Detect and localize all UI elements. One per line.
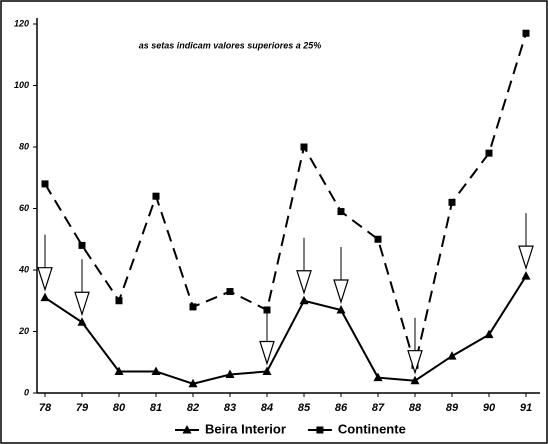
y-tick-label: 40 xyxy=(18,264,29,274)
x-tick-label: 79 xyxy=(76,402,89,414)
y-tick-label: 100 xyxy=(14,80,29,90)
arrow-head xyxy=(37,267,53,292)
y-tick-label: 20 xyxy=(18,326,29,336)
x-tick-label: 87 xyxy=(372,402,385,414)
point xyxy=(300,143,308,151)
point xyxy=(447,351,457,360)
point xyxy=(448,198,456,206)
x-tick-label: 82 xyxy=(187,402,199,414)
point xyxy=(114,366,124,375)
point xyxy=(262,366,272,375)
legend-label: Beira Interior xyxy=(205,421,286,436)
point xyxy=(522,29,530,37)
x-tick-label: 89 xyxy=(446,402,459,414)
point xyxy=(336,304,346,314)
annotation: as setas indicam valores superiores a 25… xyxy=(139,40,322,50)
y-tick-label: 0 xyxy=(24,387,29,397)
point xyxy=(337,208,345,216)
arrow-head xyxy=(518,245,534,271)
x-tick-label: 83 xyxy=(224,402,236,414)
point xyxy=(40,292,50,302)
point xyxy=(316,426,324,434)
x-tick-label: 81 xyxy=(150,402,162,414)
y-tick-label: 80 xyxy=(19,141,29,151)
x-tick-label: 90 xyxy=(483,402,496,414)
arrow-head xyxy=(74,291,90,317)
arrow-head xyxy=(333,279,349,304)
x-tick-label: 84 xyxy=(261,402,273,414)
y-tick-label: 60 xyxy=(19,203,29,213)
point xyxy=(78,241,86,249)
arrow-head xyxy=(296,270,312,295)
y-tick-label: 120 xyxy=(14,18,29,28)
point xyxy=(484,329,494,339)
point xyxy=(299,295,309,305)
point xyxy=(151,366,161,375)
arrow-head xyxy=(407,350,423,375)
point xyxy=(77,317,87,326)
x-tick-label: 85 xyxy=(298,402,311,414)
point xyxy=(188,378,198,388)
x-tick-label: 88 xyxy=(409,402,422,414)
point xyxy=(410,375,420,385)
series-line xyxy=(44,32,527,370)
point xyxy=(182,425,192,434)
point xyxy=(521,271,531,280)
series-line xyxy=(44,275,527,385)
arrow-head xyxy=(259,340,275,366)
point xyxy=(41,180,49,188)
point xyxy=(374,235,382,243)
point xyxy=(115,297,123,305)
x-tick-label: 86 xyxy=(335,402,348,414)
point xyxy=(189,303,197,311)
point xyxy=(485,149,493,157)
point xyxy=(225,369,235,379)
point xyxy=(152,192,160,200)
legend-label: Continente xyxy=(338,421,406,436)
point xyxy=(226,288,234,296)
point xyxy=(373,372,383,382)
x-tick-label: 78 xyxy=(39,402,52,414)
x-tick-label: 91 xyxy=(520,402,532,414)
x-tick-label: 80 xyxy=(113,402,126,414)
